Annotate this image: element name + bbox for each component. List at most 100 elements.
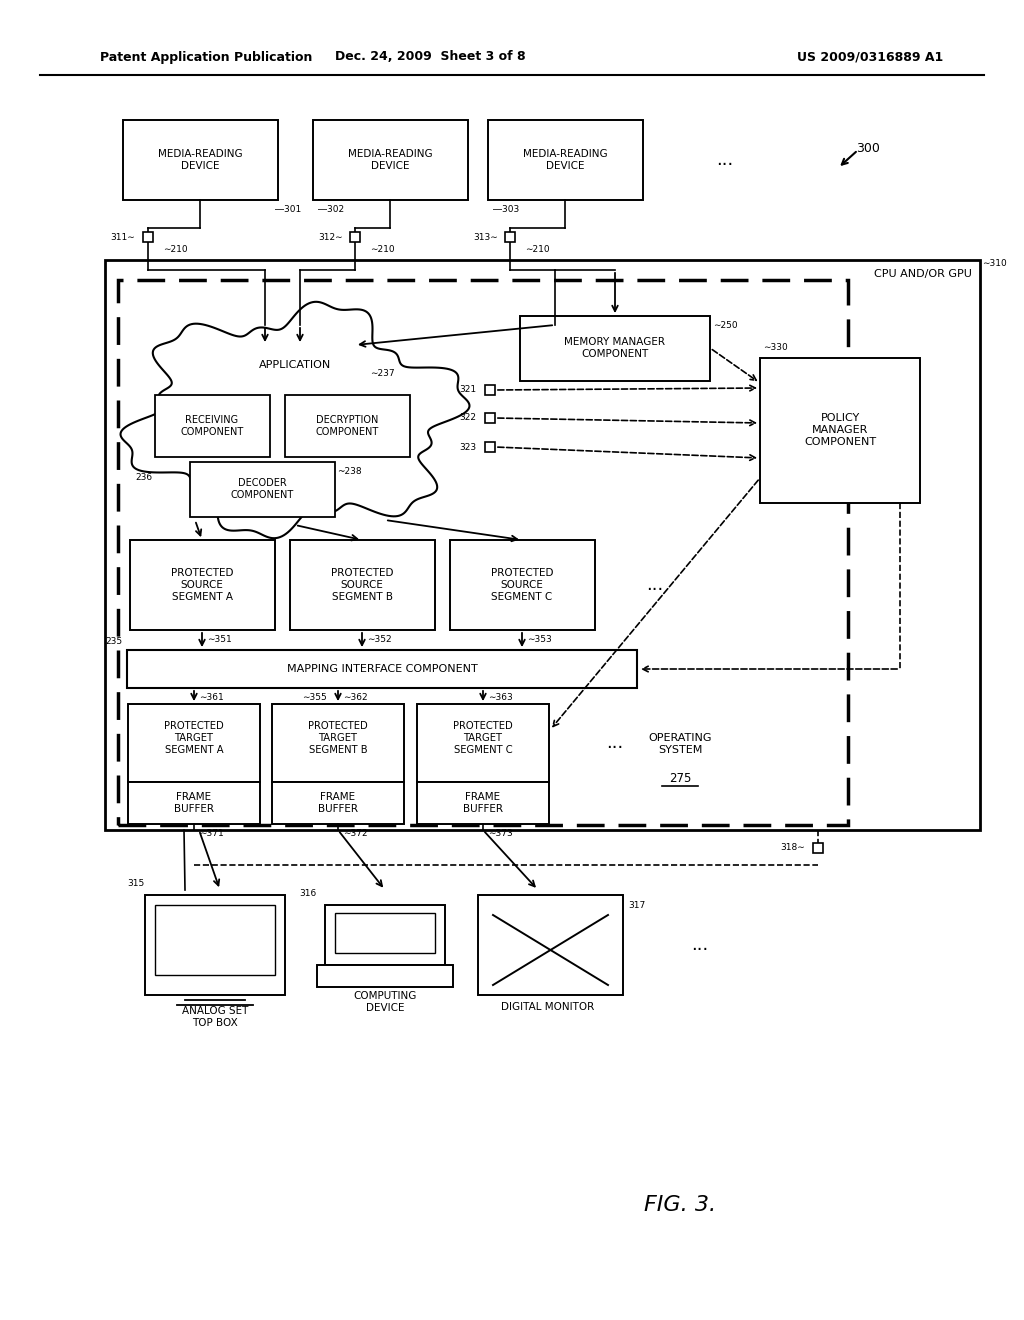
Text: PROTECTED
SOURCE
SEGMENT C: PROTECTED SOURCE SEGMENT C — [490, 569, 553, 602]
Text: ∼355: ∼355 — [302, 693, 327, 702]
Bar — [155, 395, 270, 457]
Text: PROTECTED
TARGET
SEGMENT A: PROTECTED TARGET SEGMENT A — [164, 722, 224, 755]
Text: DECRYPTION
COMPONENT: DECRYPTION COMPONENT — [315, 416, 379, 437]
Bar — [335, 913, 435, 953]
Text: MEDIA-READING
DEVICE: MEDIA-READING DEVICE — [348, 149, 432, 170]
Text: 275: 275 — [669, 772, 691, 785]
Text: COMPUTING
DEVICE: COMPUTING DEVICE — [353, 991, 417, 1012]
Bar — [485, 413, 495, 422]
Text: ―301: ―301 — [275, 206, 301, 214]
Text: MEDIA-READING
DEVICE: MEDIA-READING DEVICE — [522, 149, 607, 170]
Bar — [128, 704, 260, 781]
Text: Dec. 24, 2009  Sheet 3 of 8: Dec. 24, 2009 Sheet 3 of 8 — [335, 50, 525, 63]
Text: POLICY
MANAGER
COMPONENT: POLICY MANAGER COMPONENT — [804, 413, 877, 446]
Text: 313∼: 313∼ — [473, 232, 498, 242]
Text: 317: 317 — [628, 900, 645, 909]
Text: ∼362: ∼362 — [343, 693, 368, 702]
Bar — [130, 540, 275, 630]
Bar — [417, 781, 549, 824]
Text: CPU AND/OR GPU: CPU AND/OR GPU — [874, 269, 972, 279]
Text: APPLICATION: APPLICATION — [259, 360, 331, 370]
Text: FRAME
BUFFER: FRAME BUFFER — [318, 792, 358, 814]
Text: ∼363: ∼363 — [488, 693, 513, 702]
Bar — [760, 358, 920, 503]
Text: OPERATING
SYSTEM: OPERATING SYSTEM — [648, 733, 712, 755]
Text: 321: 321 — [459, 385, 476, 395]
Text: ∼237: ∼237 — [370, 368, 394, 378]
Bar — [285, 395, 410, 457]
Bar — [478, 895, 623, 995]
Bar — [485, 385, 495, 395]
Bar — [127, 649, 637, 688]
Text: PROTECTED
SOURCE
SEGMENT B: PROTECTED SOURCE SEGMENT B — [331, 569, 393, 602]
Text: MAPPING INTERFACE COMPONENT: MAPPING INTERFACE COMPONENT — [287, 664, 477, 675]
Bar — [488, 120, 643, 201]
Text: PROTECTED
TARGET
SEGMENT B: PROTECTED TARGET SEGMENT B — [308, 722, 368, 755]
Bar — [123, 120, 278, 201]
Text: 300: 300 — [856, 141, 880, 154]
Text: ―302: ―302 — [318, 206, 344, 214]
Text: 316: 316 — [300, 888, 317, 898]
Text: MEDIA-READING
DEVICE: MEDIA-READING DEVICE — [158, 149, 243, 170]
Bar — [313, 120, 468, 201]
Text: ...: ... — [606, 734, 624, 752]
Bar — [143, 232, 153, 242]
Text: ∼310: ∼310 — [982, 259, 1007, 268]
Text: ∼351: ∼351 — [207, 635, 231, 644]
Text: ∼210: ∼210 — [163, 244, 187, 253]
Text: ...: ... — [646, 576, 664, 594]
Text: Patent Application Publication: Patent Application Publication — [100, 50, 312, 63]
Text: ∼352: ∼352 — [367, 635, 391, 644]
Text: DECODER
COMPONENT: DECODER COMPONENT — [230, 478, 294, 500]
Bar — [317, 965, 453, 987]
Text: 318∼: 318∼ — [780, 843, 805, 853]
Text: ...: ... — [691, 936, 709, 954]
Text: ∼373: ∼373 — [488, 829, 513, 838]
Text: MEMORY MANAGER
COMPONENT: MEMORY MANAGER COMPONENT — [564, 337, 666, 359]
Bar — [272, 781, 404, 824]
Bar — [155, 906, 275, 975]
Bar — [272, 704, 404, 781]
Text: ∼371: ∼371 — [199, 829, 224, 838]
Text: ...: ... — [717, 150, 733, 169]
Text: 236: 236 — [135, 474, 152, 483]
Text: 315: 315 — [128, 879, 145, 887]
Text: 235: 235 — [104, 638, 122, 647]
Bar — [145, 895, 285, 995]
Polygon shape — [121, 302, 469, 539]
Text: FIG. 3.: FIG. 3. — [644, 1195, 716, 1214]
Text: RECEIVING
COMPONENT: RECEIVING COMPONENT — [180, 416, 244, 437]
Text: 311∼: 311∼ — [111, 232, 135, 242]
Text: ∼250: ∼250 — [713, 322, 737, 330]
Text: ∼210: ∼210 — [370, 244, 394, 253]
Bar — [350, 232, 360, 242]
Text: FRAME
BUFFER: FRAME BUFFER — [463, 792, 503, 814]
Bar — [325, 906, 445, 965]
Bar — [485, 442, 495, 451]
Text: 322: 322 — [459, 413, 476, 422]
Text: ∼210: ∼210 — [525, 244, 550, 253]
Bar — [128, 781, 260, 824]
Bar — [290, 540, 435, 630]
Bar — [813, 843, 823, 853]
Text: ∼372: ∼372 — [343, 829, 368, 838]
Text: ∼361: ∼361 — [199, 693, 224, 702]
Text: ~238: ~238 — [337, 467, 361, 477]
Text: PROTECTED
TARGET
SEGMENT C: PROTECTED TARGET SEGMENT C — [454, 722, 513, 755]
Text: ∼353: ∼353 — [527, 635, 552, 644]
Bar — [505, 232, 515, 242]
Text: 312∼: 312∼ — [318, 232, 343, 242]
Text: PROTECTED
SOURCE
SEGMENT A: PROTECTED SOURCE SEGMENT A — [171, 569, 233, 602]
Text: 323: 323 — [459, 442, 476, 451]
Bar — [118, 280, 848, 825]
Bar — [417, 704, 549, 781]
Text: FRAME
BUFFER: FRAME BUFFER — [174, 792, 214, 814]
Text: ANALOG SET
TOP BOX: ANALOG SET TOP BOX — [182, 1006, 248, 1028]
Text: ∼330: ∼330 — [763, 343, 787, 352]
Bar — [450, 540, 595, 630]
Text: ―303: ―303 — [493, 206, 519, 214]
Text: US 2009/0316889 A1: US 2009/0316889 A1 — [797, 50, 943, 63]
Bar — [105, 260, 980, 830]
Bar — [190, 462, 335, 517]
Bar — [520, 315, 710, 381]
